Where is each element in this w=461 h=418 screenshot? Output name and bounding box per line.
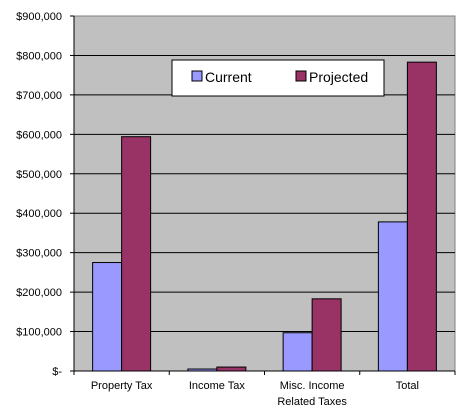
legend-label-current: Current bbox=[205, 69, 252, 85]
x-tick-label: Misc. Income bbox=[280, 380, 345, 392]
x-tick-label: Total bbox=[396, 380, 419, 392]
bar-projected-1 bbox=[216, 366, 247, 372]
y-tick-label: $400,000 bbox=[16, 208, 62, 220]
legend-box bbox=[171, 59, 385, 97]
y-tick-label: $700,000 bbox=[16, 90, 62, 102]
bar-projected-2 bbox=[311, 298, 342, 372]
y-tick-label: $800,000 bbox=[16, 50, 62, 62]
x-tick-label: Income Tax bbox=[189, 380, 246, 392]
y-tick-label: $- bbox=[52, 366, 62, 378]
bar-current-0 bbox=[92, 262, 123, 372]
bar-projected-3 bbox=[406, 61, 437, 372]
legend-label-projected: Projected bbox=[309, 69, 368, 85]
y-tick-label: $300,000 bbox=[16, 248, 62, 260]
bar-current-3 bbox=[377, 221, 408, 372]
bar-projected-0 bbox=[121, 136, 152, 372]
y-tick-label: $600,000 bbox=[16, 129, 62, 141]
y-tick-label: $200,000 bbox=[16, 287, 62, 299]
legend-swatch-projected bbox=[295, 70, 307, 82]
x-axis-ticks: Property Tax Income Tax Misc. Income Relate… bbox=[73, 371, 456, 408]
bars bbox=[92, 61, 437, 372]
y-tick-label: $500,000 bbox=[16, 169, 62, 181]
y-axis-ticks: $900,000 $800,000 $700,000 $600,000 $500,000… bbox=[16, 11, 74, 378]
y-tick-label: $900,000 bbox=[16, 11, 62, 23]
y-tick-label: $100,000 bbox=[16, 327, 62, 339]
legend-swatch-current bbox=[191, 70, 203, 82]
x-tick-label: Related Taxes bbox=[277, 396, 347, 408]
legend: Current Projected bbox=[171, 59, 385, 97]
x-tick-label: Property Tax bbox=[91, 380, 153, 392]
bar-current-2 bbox=[282, 332, 313, 372]
